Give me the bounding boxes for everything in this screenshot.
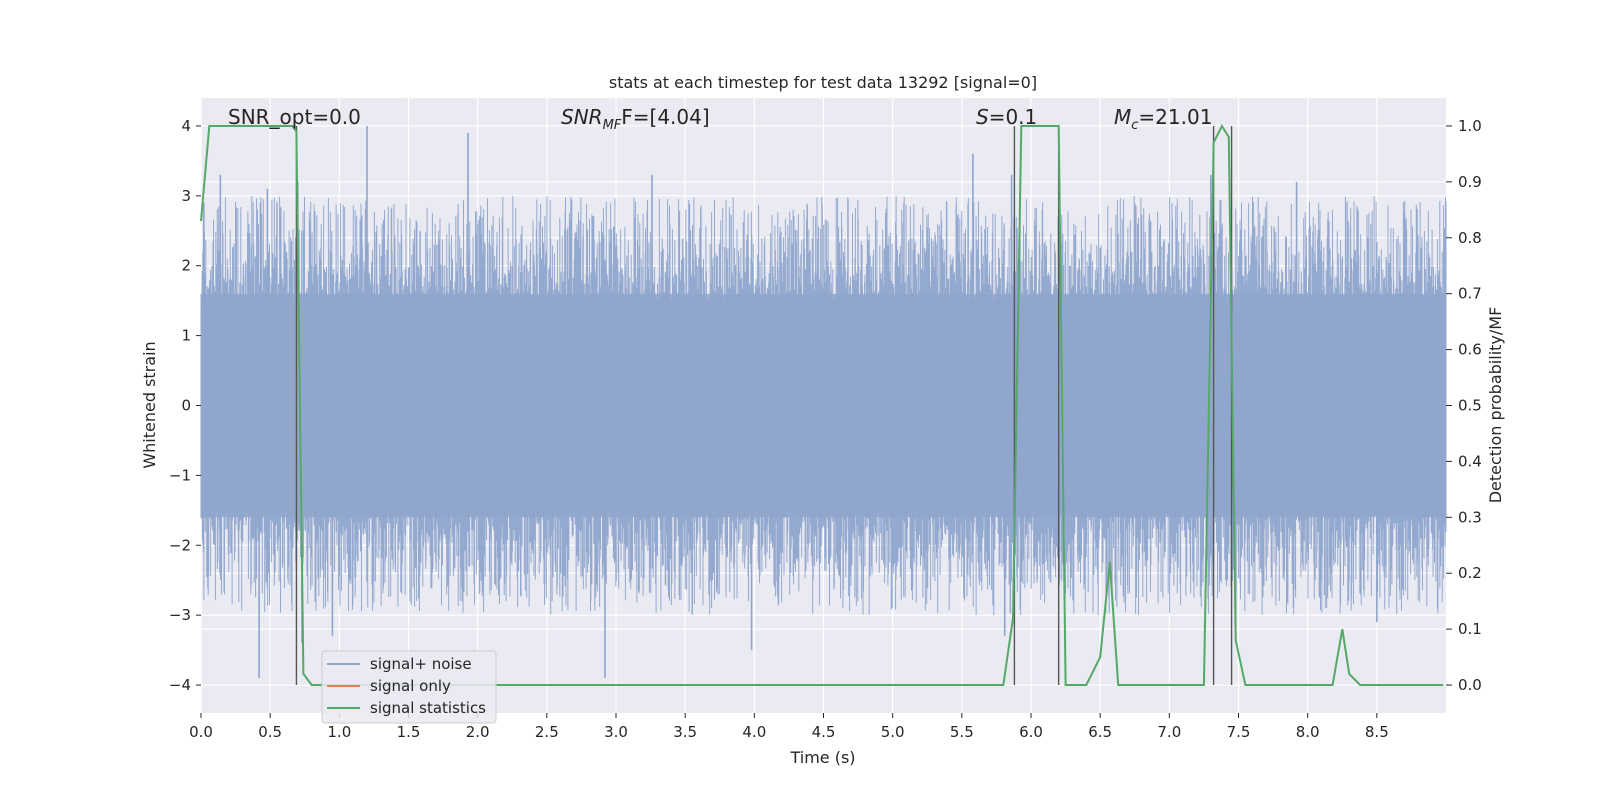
y-left-tick-label: −4 [169, 676, 191, 694]
annotation-mc: Mc=21.01 [1114, 105, 1212, 133]
x-tick-label: 3.5 [673, 723, 697, 741]
annotation-snr-mf: SNRMFF=[4.04] [561, 105, 710, 133]
x-tick-label: 0.0 [189, 723, 213, 741]
y-right-tick-label: 0.6 [1458, 341, 1482, 359]
legend-label-signal-statistics: signal statistics [370, 699, 486, 717]
signal-statistics-series [200, 123, 1444, 686]
y-right-tick-label: 0.7 [1458, 285, 1482, 303]
y-left-tick-label: 4 [181, 117, 191, 135]
y-left-tick-label: 1 [181, 327, 191, 345]
y-left-tick-label: −2 [169, 536, 191, 554]
y-left-tick-label: 0 [181, 397, 191, 415]
y-left-axis-ticks: −4 −3 −2 −1 0 1 2 3 4 [169, 117, 201, 694]
legend-label-signal-only: signal only [370, 677, 451, 695]
y-left-tick-label: 3 [181, 187, 191, 205]
y-right-tick-label: 0.3 [1458, 508, 1482, 526]
x-tick-label: 1.0 [327, 723, 351, 741]
y-right-tick-label: 0.1 [1458, 620, 1482, 638]
x-tick-label: 8.5 [1365, 723, 1389, 741]
x-axis-ticks: 0.0 0.5 1.0 1.5 2.0 2.5 3.0 3.5 4.0 4.5 5.0 5.5 6.0 6… [189, 713, 1389, 741]
x-tick-label: 6.0 [1019, 723, 1043, 741]
x-axis-label: Time (s) [789, 748, 855, 767]
x-tick-label: 7.5 [1227, 723, 1251, 741]
annotation-snr-opt: SNR_opt=0.0 [228, 105, 361, 129]
signal-statistics-line [200, 123, 1444, 686]
x-tick-label: 5.5 [950, 723, 974, 741]
x-tick-label: 3.0 [604, 723, 628, 741]
y-right-tick-label: 0.9 [1458, 173, 1482, 191]
x-tick-label: 2.0 [466, 723, 490, 741]
legend-box [321, 650, 497, 724]
y-left-tick-label: −1 [169, 466, 191, 484]
signal-noise-series [200, 125, 1447, 679]
legend-label-signal-noise: signal+ noise [370, 655, 472, 673]
y-right-axis-label: Detection probability/MF [1486, 307, 1505, 504]
y-left-tick-label: 2 [181, 257, 191, 275]
y-right-tick-label: 1.0 [1458, 117, 1482, 135]
legend: signal+ noise signal only signal statist… [321, 650, 497, 724]
x-tick-label: 2.5 [535, 723, 559, 741]
x-tick-label: 1.5 [397, 723, 421, 741]
y-right-tick-label: 0.4 [1458, 452, 1482, 470]
x-tick-label: 7.0 [1157, 723, 1181, 741]
x-tick-label: 4.0 [742, 723, 766, 741]
chart-title: stats at each timestep for test data 132… [609, 73, 1037, 92]
y-left-tick-label: −3 [169, 606, 191, 624]
x-tick-label: 4.5 [812, 723, 836, 741]
x-tick-label: 6.5 [1088, 723, 1112, 741]
y-left-axis-label: Whitened strain [140, 341, 159, 468]
x-tick-label: 0.5 [258, 723, 282, 741]
y-right-tick-label: 0.2 [1458, 564, 1482, 582]
y-right-axis-ticks: 0.0 0.1 0.2 0.3 0.4 0.5 0.6 0.7 0.8 0.9 1.0 [1446, 117, 1482, 694]
y-right-tick-label: 0.0 [1458, 676, 1482, 694]
x-tick-label: 8.0 [1296, 723, 1320, 741]
annotation-s: S=0.1 [976, 105, 1037, 129]
x-tick-label: 5.0 [881, 723, 905, 741]
y-right-tick-label: 0.8 [1458, 229, 1482, 247]
y-right-tick-label: 0.5 [1458, 397, 1482, 415]
